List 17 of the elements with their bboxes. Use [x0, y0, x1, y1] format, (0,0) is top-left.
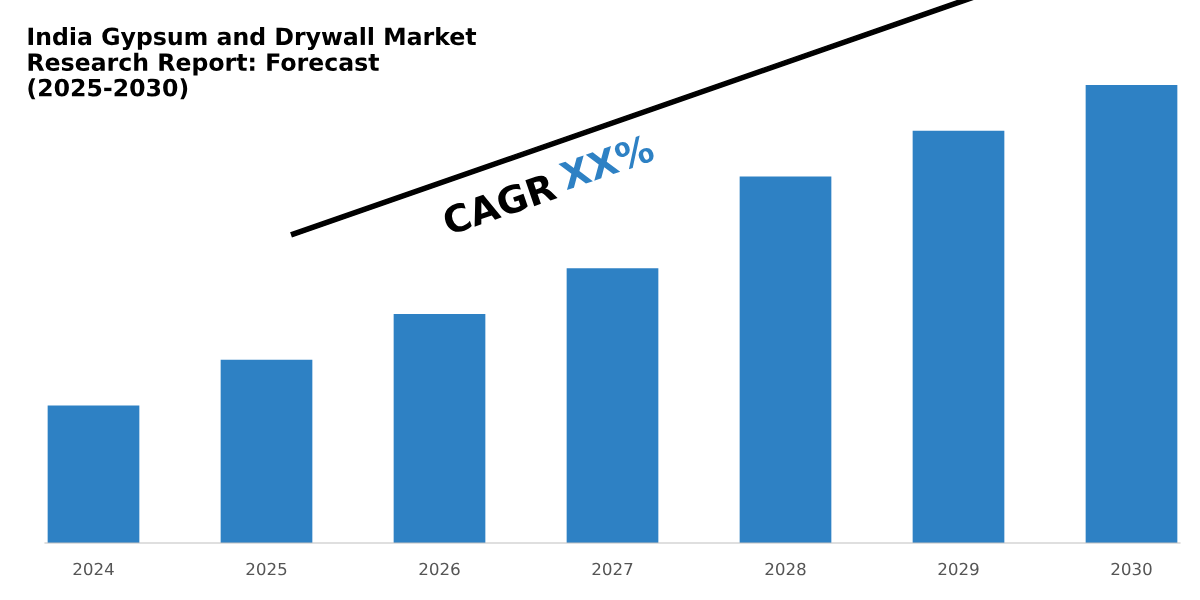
bar	[220, 359, 313, 543]
x-tick-label: 2028	[765, 562, 806, 576]
x-tick-label: 2026	[419, 562, 460, 576]
bar	[566, 268, 659, 543]
bar	[912, 130, 1005, 543]
x-tick-label: 2024	[73, 562, 114, 576]
x-tick-label: 2027	[592, 562, 633, 576]
x-tick-label: 2025	[246, 562, 287, 576]
bar	[739, 176, 832, 543]
annotation: XX%	[557, 133, 656, 191]
bar	[47, 405, 140, 543]
bar	[1085, 85, 1178, 543]
annotation: CAGR	[441, 171, 558, 236]
x-tick-label: 2029	[938, 562, 979, 576]
bar	[393, 314, 486, 543]
chart-title: India Gypsum and Drywall Market Research Report: Forecast (2025-2030)	[28, 27, 477, 100]
x-tick-label: 2030	[1111, 562, 1152, 576]
